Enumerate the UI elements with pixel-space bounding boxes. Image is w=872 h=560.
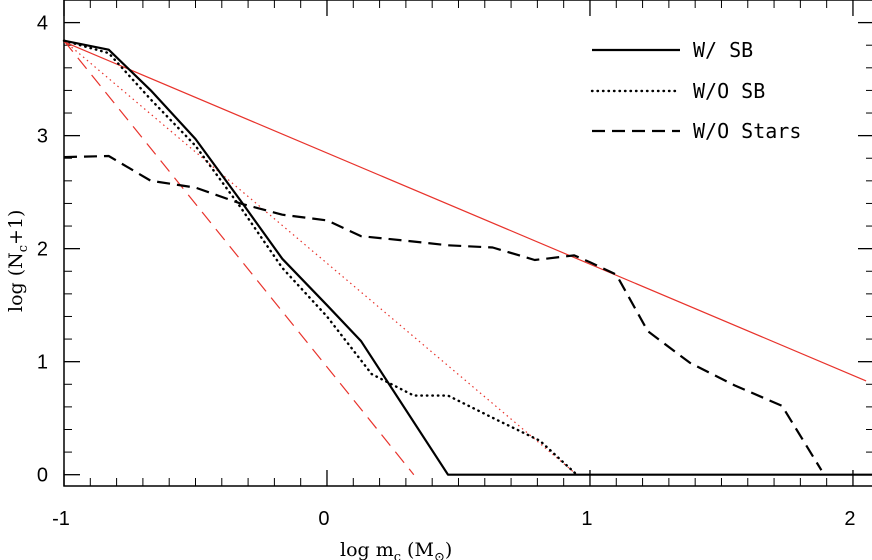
y-tick-label: 2 bbox=[37, 239, 48, 261]
plot-frame bbox=[63, 0, 872, 487]
x-tick-label: 0 bbox=[318, 508, 329, 530]
y-tick-label: 4 bbox=[37, 13, 48, 35]
x-axis-title: log mc (M⊙) bbox=[340, 539, 452, 560]
reference-line-solid bbox=[63, 41, 867, 382]
legend: W/ SB W/O SB W/O Stars bbox=[590, 38, 801, 143]
series-line-w-o-sb bbox=[62, 39, 578, 476]
y-axis-title: log (Nc+1) bbox=[5, 210, 31, 312]
x-axis-title-main: log m bbox=[340, 539, 394, 560]
reference-line-dotted bbox=[63, 40, 578, 476]
x-axis-title-unit: (M bbox=[401, 539, 434, 560]
legend-label-w-sb: W/ SB bbox=[693, 38, 753, 62]
y-tick-label: 3 bbox=[37, 126, 48, 148]
y-axis-title-sub: c bbox=[16, 245, 31, 252]
x-tick-label: -1 bbox=[52, 508, 70, 530]
y-axis-title-tail: +1) bbox=[5, 210, 27, 245]
y-axis-title-main: log (N bbox=[5, 252, 27, 312]
x-axis-title-close: ) bbox=[445, 539, 452, 560]
x-axis-title-sub: c bbox=[394, 550, 401, 560]
x-tick-label: 2 bbox=[844, 508, 855, 530]
legend-label-w-o-sb: W/O SB bbox=[693, 79, 765, 103]
reference-lines bbox=[63, 40, 867, 476]
y-tick-label: 1 bbox=[37, 352, 48, 374]
x-tick-label: 1 bbox=[581, 508, 592, 530]
series-line-w-o-stars bbox=[63, 154, 823, 471]
series-lines bbox=[62, 39, 872, 476]
legend-label-w-o-stars: W/O Stars bbox=[693, 119, 801, 143]
x-axis-title-unit-sub: ⊙ bbox=[434, 550, 445, 560]
y-tick-label: 0 bbox=[37, 465, 48, 487]
reference-line-dashed bbox=[63, 40, 415, 476]
series-line-w-sb bbox=[63, 39, 872, 476]
axis-ticks bbox=[63, 0, 872, 486]
